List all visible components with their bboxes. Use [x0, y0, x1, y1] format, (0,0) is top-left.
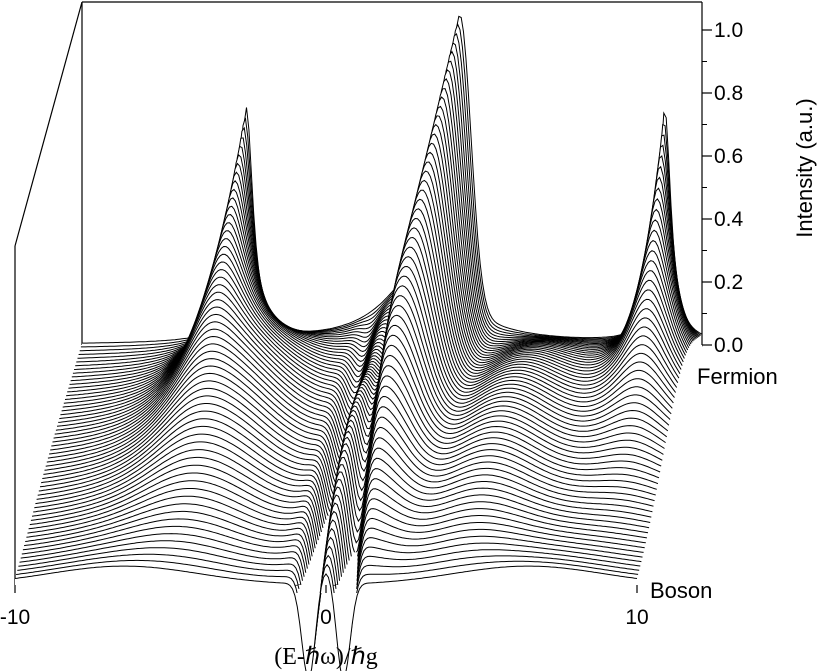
trace-line — [25, 494, 647, 597]
trace-line — [62, 170, 684, 408]
y-axis: 0.0 0.2 0.4 0.6 0.8 1.0 — [701, 2, 744, 357]
trace-line — [42, 344, 664, 496]
trace-line — [39, 365, 662, 508]
trace-line — [82, 15, 703, 344]
depth-label-back: Fermion — [697, 364, 778, 389]
trace-line — [47, 295, 670, 468]
trace-line — [64, 151, 686, 400]
y-tick-label: 0.0 — [714, 334, 743, 357]
trace-line — [45, 314, 668, 479]
depth-label-front: Boson — [650, 578, 712, 603]
trace-line — [53, 246, 675, 439]
trace-line — [80, 22, 702, 348]
trace-line — [18, 545, 641, 651]
trace-line — [71, 96, 693, 378]
trace-line — [27, 478, 650, 581]
trace-fill — [15, 566, 637, 671]
trace-line — [72, 88, 694, 374]
trace-line — [61, 179, 683, 412]
trace-line — [52, 256, 674, 445]
trace-line — [44, 324, 666, 485]
x-tick-label: 0 — [320, 606, 332, 629]
y-tick-label: 0.6 — [714, 145, 743, 168]
trace-line — [66, 142, 688, 397]
trace-line — [55, 227, 678, 431]
trace-line — [41, 354, 663, 502]
trace-line — [19, 536, 642, 641]
trace-line — [16, 559, 639, 670]
trace-line — [54, 236, 676, 435]
trace-line — [34, 416, 656, 539]
trace-line — [63, 161, 685, 404]
trace-line — [26, 486, 649, 589]
trace-line — [59, 198, 681, 420]
trace-line — [35, 406, 657, 533]
trace-line — [21, 519, 644, 623]
y-tick-label: 1.0 — [714, 19, 743, 42]
y-axis-title: Intensity (a.u.) — [792, 98, 817, 237]
trace-line — [76, 60, 697, 363]
trace-line — [14, 565, 638, 671]
y-tick-label: 0.2 — [714, 271, 743, 294]
trace-line — [50, 275, 672, 456]
trace-line — [69, 115, 691, 385]
trace-line — [46, 304, 669, 474]
trace-line — [28, 468, 651, 573]
x-axis: -10 0 10 — [0, 585, 649, 629]
trace-line — [31, 437, 654, 552]
trace-line — [38, 375, 661, 514]
trace-line — [78, 42, 700, 355]
trace-line — [49, 285, 671, 462]
trace-line — [33, 426, 655, 545]
y-tick-label: 0.8 — [714, 82, 743, 105]
x-tick-label: -10 — [0, 606, 30, 629]
trace-line — [37, 385, 660, 520]
trace-line — [30, 447, 653, 559]
trace-line — [24, 502, 646, 605]
trace-line — [70, 105, 692, 382]
x-axis-title: (E-ℏω)/ℏg — [274, 644, 378, 670]
trace-line — [20, 527, 643, 632]
trace-line — [56, 217, 679, 427]
trace-line — [79, 32, 701, 352]
trace-line — [75, 69, 696, 367]
trace-line — [58, 208, 680, 423]
y-tick-label: 0.4 — [714, 208, 744, 231]
waterfall-traces — [14, 15, 703, 671]
x-tick-label: 10 — [625, 606, 648, 629]
trace-line — [29, 457, 652, 566]
trace-line — [68, 123, 690, 389]
trace-line — [60, 189, 682, 416]
trace-line — [51, 265, 673, 450]
trace-line — [74, 78, 695, 370]
trace-line — [17, 553, 640, 660]
trace-line — [67, 133, 689, 393]
trace-line — [36, 395, 659, 526]
trace-line — [77, 50, 698, 359]
frame-left-top-edge — [14, 1, 83, 247]
trace-line — [43, 334, 665, 491]
trace-line — [22, 510, 645, 614]
